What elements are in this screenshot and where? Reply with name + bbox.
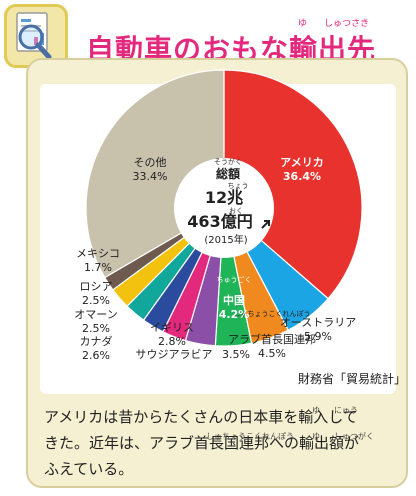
pie-center-total: そうがく 総額 ちょう 12兆 おく 463億円 (2015年) bbox=[187, 157, 270, 246]
trend-arrow-icon bbox=[261, 220, 270, 229]
caption-line-2: きた。近年は、アラブ首長国連邦への輸出額が bbox=[44, 434, 360, 452]
caption: ゆ にゅう しゅちょうこくれんぽう ゆ しゅつがく アメリカは昔からたくさんの日… bbox=[44, 404, 404, 482]
total-value-line1: 12兆 bbox=[205, 188, 243, 207]
title-ruby-yu: ゆ bbox=[298, 19, 308, 29]
slice-value-0: 36.4% bbox=[283, 170, 321, 183]
slice-name-1: オーストラリア bbox=[280, 316, 356, 329]
caption-ruby-shuchokoku: しゅちょうこくれんぽう bbox=[206, 432, 294, 441]
slice-value-2: 4.5% bbox=[258, 347, 286, 360]
caption-ruby-yu: ゆ bbox=[312, 406, 320, 415]
slice-value-8: 2.5% bbox=[82, 294, 110, 307]
slice-name-7: オマーン bbox=[74, 308, 117, 321]
slice-value-9: 1.7% bbox=[84, 261, 112, 274]
magnifier-document-icon bbox=[4, 4, 68, 68]
total-line1-ruby: ちょう bbox=[228, 182, 249, 190]
caption-ruby-yu2: ゆ bbox=[312, 432, 320, 441]
total-year: (2015年) bbox=[204, 233, 247, 246]
slice-name-6: カナダ bbox=[80, 334, 113, 348]
title-ruby-shutsusaki: しゅつさき bbox=[324, 19, 370, 29]
total-line2-ruby: おく bbox=[229, 207, 243, 215]
slice-name-10: その他 bbox=[134, 156, 167, 169]
slice-name-5: イギリス bbox=[150, 321, 194, 334]
slice-value-3: 4.2% bbox=[219, 308, 250, 321]
data-source: 財務省「貿易統計」 bbox=[298, 372, 407, 386]
total-value-line2: 463億円 bbox=[187, 212, 252, 231]
slice-name-2: アラブ首長国連邦 bbox=[228, 332, 316, 346]
caption-line-3: ふえている。 bbox=[44, 460, 134, 478]
slice-value-7: 2.5% bbox=[82, 322, 110, 335]
slice-value-10: 33.4% bbox=[133, 170, 168, 183]
slice-ruby-2: しゅちょうこくれんぽう bbox=[234, 310, 311, 318]
pie-center-hole bbox=[174, 158, 274, 258]
caption-line-1: アメリカは昔からたくさんの日本車を輸入して bbox=[44, 408, 358, 426]
slice-name-3: 中国 bbox=[223, 293, 245, 307]
caption-ruby-nyu: にゅう bbox=[334, 406, 358, 415]
slice-name-4: サウジアラビア bbox=[136, 348, 213, 361]
slice-value-1: 5.9% bbox=[304, 330, 332, 343]
slice-value-5: 2.8% bbox=[158, 335, 186, 348]
slice-name-8: ロシア bbox=[80, 280, 113, 293]
pie-slice-0 bbox=[223, 69, 363, 300]
slice-name-9: メキシコ bbox=[76, 247, 120, 260]
slice-value-6: 2.6% bbox=[82, 349, 110, 362]
slice-value-4: 3.5% bbox=[222, 348, 250, 361]
slice-name-0: アメリカ bbox=[280, 156, 323, 169]
caption-ruby-shutsugaku: しゅつがく bbox=[334, 432, 374, 441]
total-label: 総額 bbox=[216, 166, 240, 181]
slice-ruby-3: ちゅうごく bbox=[217, 275, 252, 284]
total-label-ruby: そうがく bbox=[214, 157, 242, 166]
